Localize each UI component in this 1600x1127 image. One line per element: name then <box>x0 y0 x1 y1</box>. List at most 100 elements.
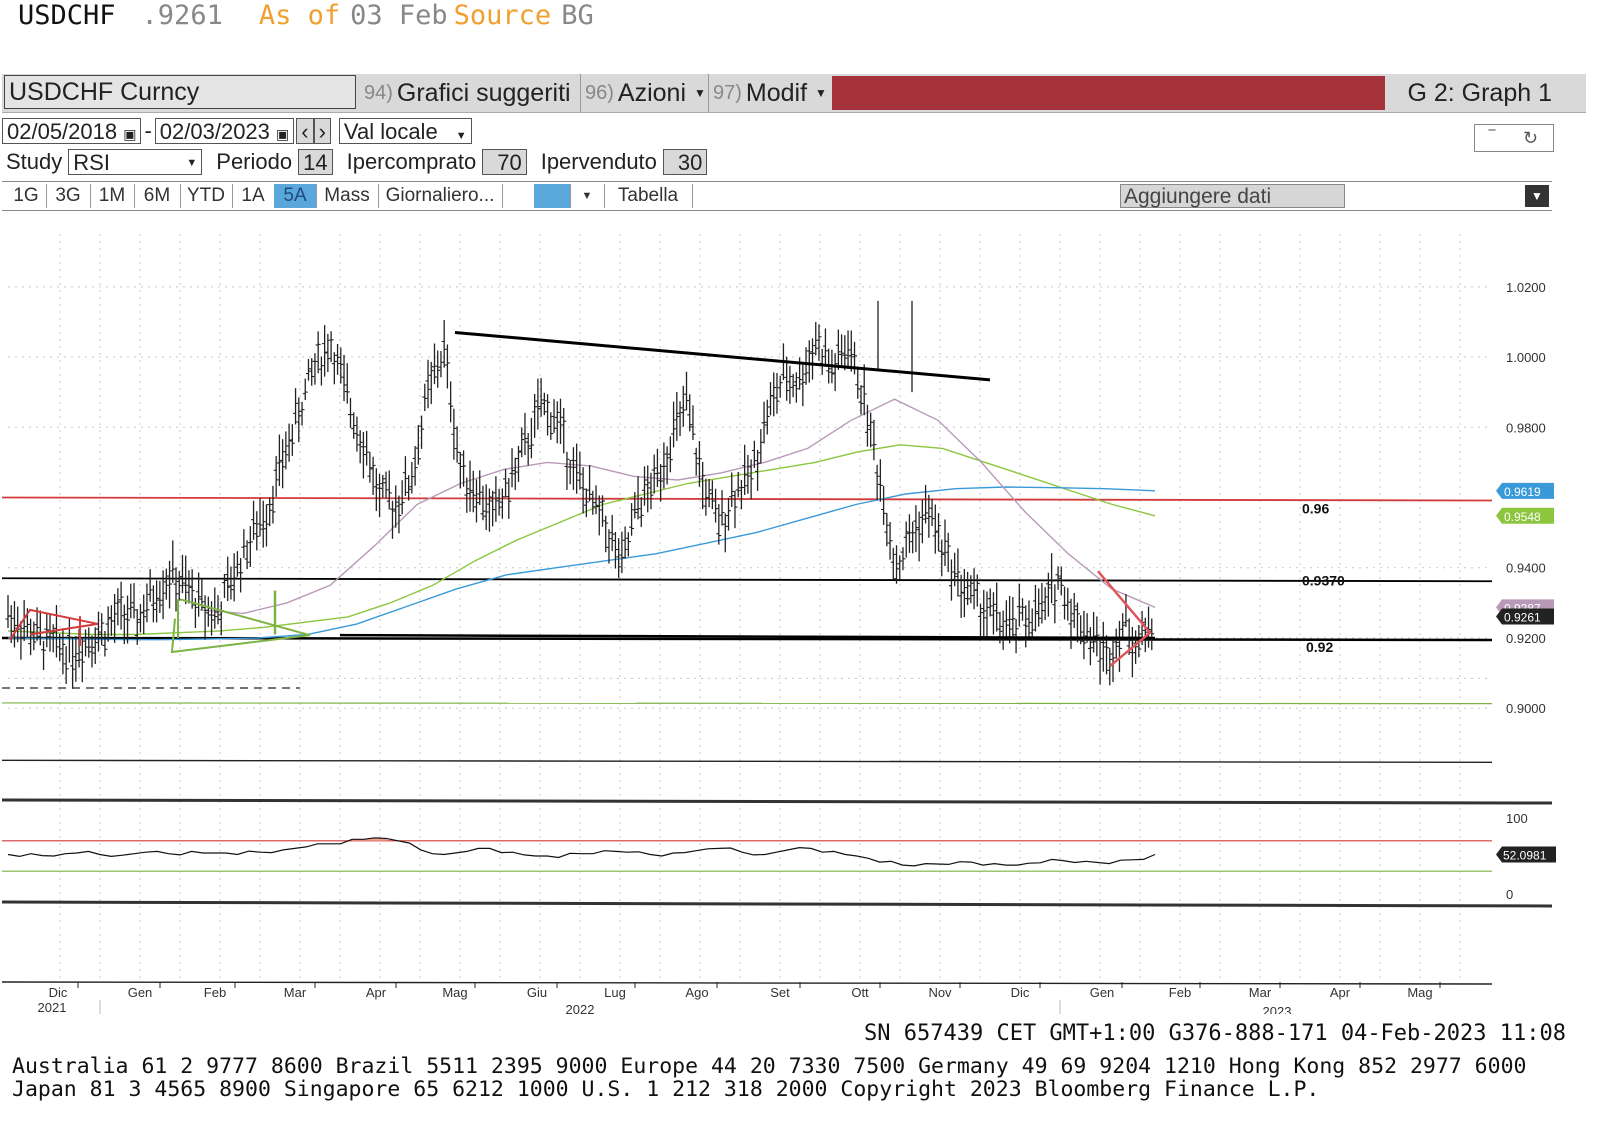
tab-5a[interactable]: 5A <box>274 184 317 208</box>
level-label: 0.92 <box>1306 639 1333 655</box>
as-of-label: As of <box>258 0 341 31</box>
level-labels: 0.96 0.9370 0.92 <box>1302 501 1345 655</box>
period-input[interactable]: 14 <box>298 149 333 175</box>
rsi-tick-label: 0 <box>1506 887 1513 902</box>
window-controls: ‾ ↻ <box>1474 124 1554 152</box>
refresh-icon[interactable]: ↻ <box>1523 128 1539 148</box>
date-separator: - <box>144 118 152 143</box>
date-range-row: 02/05/2018 ▣ - 02/03/2023 ▣ ‹ › Val loca… <box>2 118 472 144</box>
chart-type-icon[interactable] <box>534 184 571 208</box>
ma-purple-line <box>199 398 1156 615</box>
next-period-button[interactable]: › <box>313 118 331 144</box>
panel-separator <box>1 900 1553 908</box>
tab-6m[interactable]: 6M <box>134 184 181 208</box>
toolbar-red-band <box>832 76 1385 110</box>
price-tag-label: 0.9261 <box>1504 611 1541 625</box>
tab-table[interactable]: Tabella <box>604 184 693 208</box>
chevron-down-icon: ▼ <box>455 130 467 142</box>
add-data-field[interactable]: Aggiungere dati <box>1120 184 1345 208</box>
menu-edit[interactable]: 97) Modif ▼ <box>708 74 827 112</box>
price-chart: 1.0200 1.0000 0.9800 0.9400 0.9200 0.9000 0.9… <box>1 234 1556 1014</box>
oversold-label: Ipervenduto <box>540 149 657 174</box>
tab-ytd[interactable]: YTD <box>180 184 233 208</box>
source-value: BG <box>561 0 594 31</box>
chart-price-bars <box>5 300 1155 689</box>
menu-suggested-charts-label: Grafici suggeriti <box>396 78 571 107</box>
as-of-date: 03 Feb <box>350 0 448 31</box>
month-label: Ott <box>851 985 869 1000</box>
month-label: Apr <box>366 985 387 1000</box>
currency-select[interactable]: Val locale ▼ <box>338 118 472 144</box>
support-line <box>1 702 1493 705</box>
end-date-value: 02/03/2023 <box>159 119 270 144</box>
chevron-down-icon[interactable]: ▼ <box>570 184 605 208</box>
study-label: Study <box>6 149 63 174</box>
month-label: Feb <box>1169 985 1191 1000</box>
ma-blue-line <box>7 486 1156 641</box>
tab-mass[interactable]: Mass <box>316 184 379 208</box>
tab-1g[interactable]: 1G <box>6 184 47 208</box>
tab-3g[interactable]: 3G <box>46 184 91 208</box>
end-date-field[interactable]: 02/03/2023 ▣ <box>154 118 295 144</box>
overbought-input[interactable]: 70 <box>482 149 527 175</box>
tab-blank[interactable] <box>502 184 535 208</box>
price-tick-label: 1.0200 <box>1506 280 1546 295</box>
menu-suggested-charts[interactable]: 94) Grafici suggeriti <box>364 74 571 112</box>
menu-actions-label: Azioni <box>617 78 686 107</box>
support-trendline <box>339 633 1156 640</box>
red-pennant <box>9 608 99 641</box>
chevron-down-icon: ▼ <box>694 86 706 100</box>
month-label: Nov <box>928 985 952 1000</box>
study-row: Study RSI ▼ Periodo 14 Ipercomprato 70 Ip… <box>2 149 708 175</box>
rsi-tick-label: 100 <box>1506 811 1528 826</box>
study-select[interactable]: RSI ▼ <box>68 149 203 175</box>
level-line <box>1 496 1493 502</box>
price-tick-label: 0.9200 <box>1506 631 1546 646</box>
tab-1a[interactable]: 1A <box>232 184 275 208</box>
calendar-icon: ▣ <box>276 126 290 142</box>
chevron-down-icon: ▼ <box>815 86 827 100</box>
chevron-left-icon: ‹ <box>301 119 309 144</box>
currency-value: Val locale <box>343 119 438 144</box>
price-tick-label: 0.9000 <box>1506 701 1546 716</box>
source-label: Source <box>453 0 552 31</box>
price-tag-shape <box>1496 507 1554 524</box>
rsi-tag-label: 52.0981 <box>1503 848 1547 862</box>
panel-line <box>1 759 1493 764</box>
price-tick-label: 0.9400 <box>1506 561 1546 576</box>
footer-phone-line-1: Australia 61 2 9777 8600 Brazil 5511 239… <box>12 1054 1527 1079</box>
resistance-trendline <box>454 330 991 382</box>
price-tag-label: 0.9619 <box>1504 485 1541 499</box>
month-label: Mar <box>1249 985 1272 1000</box>
overbought-label: Ipercomprato <box>346 149 477 174</box>
month-label: Mag <box>442 985 467 1000</box>
price-tag-shape <box>1496 482 1554 499</box>
header-price: .9261 <box>141 0 223 31</box>
year-label: 2023 <box>1263 1004 1292 1014</box>
start-date-field[interactable]: 02/05/2018 ▣ <box>2 118 142 144</box>
year-label: 2022 <box>566 1002 595 1014</box>
price-tag-shape <box>1496 608 1554 625</box>
graph-label[interactable]: G 2: Graph 1 <box>1407 78 1552 107</box>
tab-frequency[interactable]: Giornaliero... <box>378 184 503 208</box>
study-value: RSI <box>73 150 110 175</box>
rsi-line <box>7 837 1156 867</box>
chevron-down-icon[interactable]: ▼ <box>1525 185 1549 207</box>
tab-1m[interactable]: 1M <box>90 184 135 208</box>
quote-header: USDCHF .9261 As of 03 Feb Source BG <box>18 0 594 31</box>
calendar-icon: ▣ <box>123 126 137 142</box>
minimize-icon[interactable]: ‾ <box>1489 128 1495 148</box>
ticker-field[interactable]: USDCHF Curncy <box>4 75 356 109</box>
price-tag-label: 0.9548 <box>1504 510 1541 524</box>
oversold-input[interactable]: 30 <box>662 149 708 175</box>
command-toolbar: USDCHF Curncy 94) Grafici suggeriti 96) Az… <box>2 74 1586 113</box>
rsi-panel: 100 0 52.0981 <box>2 811 1556 902</box>
footer-session-info: SN 657439 CET GMT+1:00 G376-888-171 04-F… <box>864 1021 1566 1046</box>
year-label: 2021 <box>38 1000 67 1014</box>
month-label: Gen <box>128 985 153 1000</box>
month-label: Apr <box>1330 985 1351 1000</box>
menu-actions[interactable]: 96) Azioni ▼ <box>580 74 706 112</box>
prev-period-button[interactable]: ‹ <box>296 118 314 144</box>
level-label: 0.9370 <box>1302 572 1345 588</box>
